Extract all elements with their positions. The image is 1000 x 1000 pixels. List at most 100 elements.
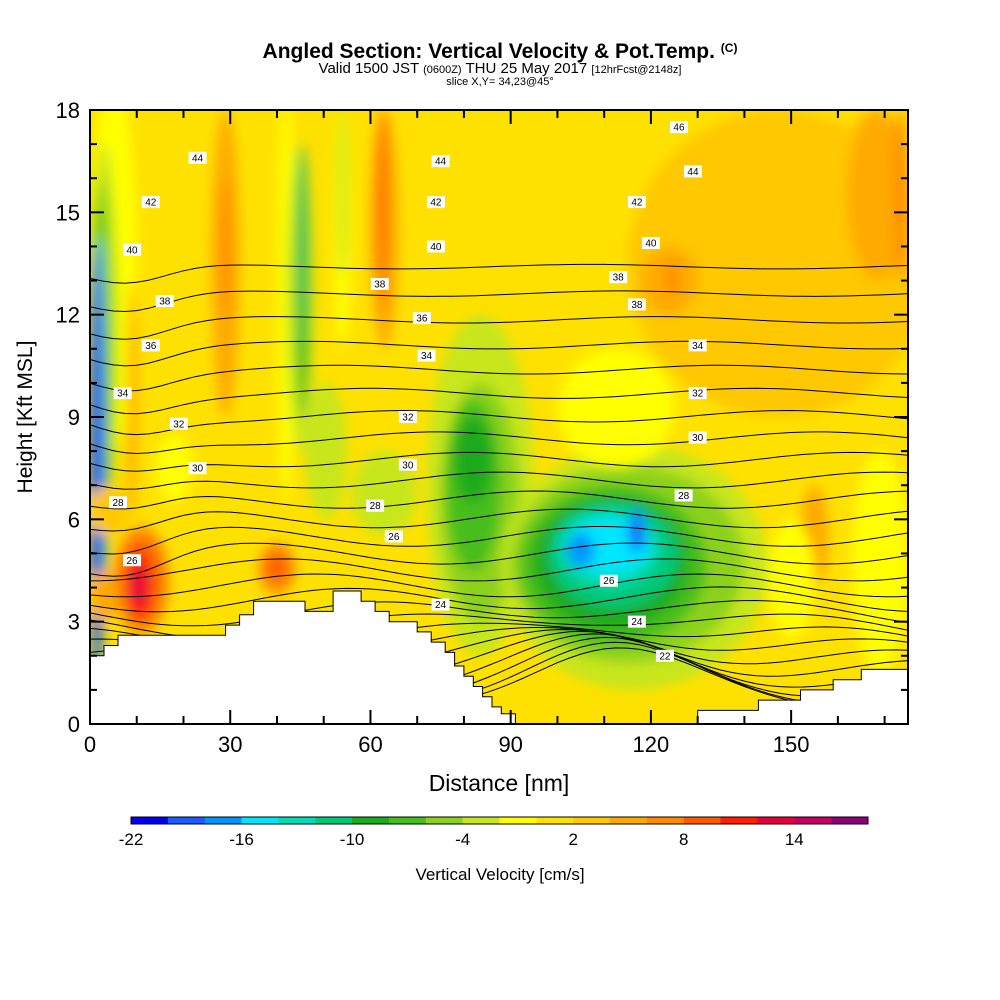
contour-label: 42 xyxy=(426,196,445,209)
contour-label-text: 38 xyxy=(631,300,643,311)
chart-subtitle: Valid 1500 JST (0600Z) THU 25 May 2017 [… xyxy=(0,60,1000,79)
colorbar-swatch xyxy=(499,817,537,824)
contour-labels: 46 44 44 44 42 42 42 40 40 40 38 38 38 38 36 36 34 34 34 32… xyxy=(109,121,707,662)
velocity-cell xyxy=(337,110,348,281)
valid-utc: (0600Z) xyxy=(423,64,462,76)
contour-label: 36 xyxy=(141,339,160,352)
contour-label: 26 xyxy=(384,530,403,543)
isentrope-line xyxy=(90,263,908,284)
contour-label: 30 xyxy=(688,431,707,444)
y-tick-label: 18 xyxy=(56,98,80,123)
contour-label-bg xyxy=(113,387,132,400)
title-units: (C) xyxy=(720,41,738,55)
contour-label-bg xyxy=(674,489,693,502)
valid-time: Valid 1500 JST xyxy=(318,60,419,77)
contour-label: 28 xyxy=(674,489,693,502)
contour-label: 28 xyxy=(109,496,128,509)
contour-label-bg xyxy=(426,196,445,209)
contour-label-text: 36 xyxy=(145,341,157,352)
contour-label-bg xyxy=(155,295,174,308)
colorbar-swatch xyxy=(757,817,795,824)
isentrope-line xyxy=(90,364,908,392)
contour-label-text: 38 xyxy=(159,297,171,308)
contour-label: 44 xyxy=(683,165,702,178)
colorbar-frame xyxy=(130,816,869,825)
velocity-cell xyxy=(566,532,595,568)
isentrope-line xyxy=(90,586,908,613)
velocity-cell xyxy=(305,382,348,520)
contour-label-bg xyxy=(599,574,618,587)
contour-label-text: 26 xyxy=(603,576,615,587)
contour-label-text: 42 xyxy=(145,198,157,209)
colorbar-swatch xyxy=(204,817,242,824)
y-tick-label: 12 xyxy=(56,303,80,328)
y-tick-label: 0 xyxy=(68,712,80,737)
contour-label-bg xyxy=(398,458,417,471)
terrain-mask-group xyxy=(89,590,909,725)
contour-label: 40 xyxy=(426,240,445,253)
contour-label-text: 26 xyxy=(127,556,139,567)
contour-label-text: 34 xyxy=(421,351,433,362)
colorbar-tick-label: -10 xyxy=(340,830,365,849)
contour-label-text: 22 xyxy=(659,651,671,662)
contour-label-bg xyxy=(627,298,646,311)
isentrope-line xyxy=(90,431,908,455)
contour-label-bg xyxy=(188,151,207,164)
contour-label-bg xyxy=(609,271,628,284)
contour-label-text: 30 xyxy=(402,460,414,471)
isentrope-line xyxy=(90,290,908,313)
contour-label: 42 xyxy=(141,196,160,209)
contour-label: 28 xyxy=(366,499,385,512)
contour-label-bg xyxy=(655,649,674,662)
x-tick-label: 120 xyxy=(633,732,670,757)
contour-label: 24 xyxy=(627,615,646,628)
isentrope-line xyxy=(90,316,908,340)
contour-label-bg xyxy=(431,598,450,611)
vertical-velocity-field xyxy=(90,110,908,724)
velocity-cell xyxy=(767,519,815,639)
forecast-info: [12hrFcst@2148z] xyxy=(591,64,682,76)
contour-label-text: 24 xyxy=(631,617,643,628)
contour-label-bg xyxy=(141,196,160,209)
velocity-cell xyxy=(851,451,908,673)
velocity-cell xyxy=(127,280,137,520)
velocity-cell xyxy=(155,434,193,503)
contour-label-text: 34 xyxy=(692,341,704,352)
contour-label-text: 38 xyxy=(613,273,625,284)
contour-label-text: 24 xyxy=(435,600,447,611)
contour-label: 34 xyxy=(417,349,436,362)
contour-label-bg xyxy=(398,411,417,423)
isentrope-line xyxy=(90,340,908,367)
contour-label-text: 28 xyxy=(112,498,124,509)
isentrope-line xyxy=(90,526,908,555)
colorbar-tick-label: 14 xyxy=(785,830,804,849)
colorbar-swatch xyxy=(646,817,685,824)
contour-label-bg xyxy=(688,339,707,352)
contour-label-bg xyxy=(370,277,389,290)
contour-label: 38 xyxy=(627,298,646,311)
velocity-cell xyxy=(267,553,287,581)
colorbar-swatch xyxy=(131,817,169,824)
contour-label-text: 28 xyxy=(678,491,690,502)
contour-label-bg xyxy=(188,462,207,475)
colorbar-swatch xyxy=(167,817,206,824)
contour-label: 26 xyxy=(123,554,142,567)
contour-label-text: 44 xyxy=(192,153,204,164)
contour-label-text: 30 xyxy=(692,433,704,444)
colorbar-swatch xyxy=(831,817,869,824)
contour-label-bg xyxy=(669,121,688,134)
contour-label-bg xyxy=(366,499,385,512)
contour-label-text: 32 xyxy=(402,413,414,424)
contour-label-bg xyxy=(627,615,646,628)
x-tick-label: 0 xyxy=(84,732,96,757)
contour-label-text: 34 xyxy=(117,389,129,400)
colorbar-tick-label: -22 xyxy=(119,830,144,849)
colorbar-swatch xyxy=(683,817,721,824)
contour-label-text: 28 xyxy=(370,501,382,512)
contour-label: 40 xyxy=(641,237,660,250)
colorbar-swatch xyxy=(794,817,832,824)
contour-label-bg xyxy=(426,240,445,253)
contour-label-bg xyxy=(123,554,142,567)
